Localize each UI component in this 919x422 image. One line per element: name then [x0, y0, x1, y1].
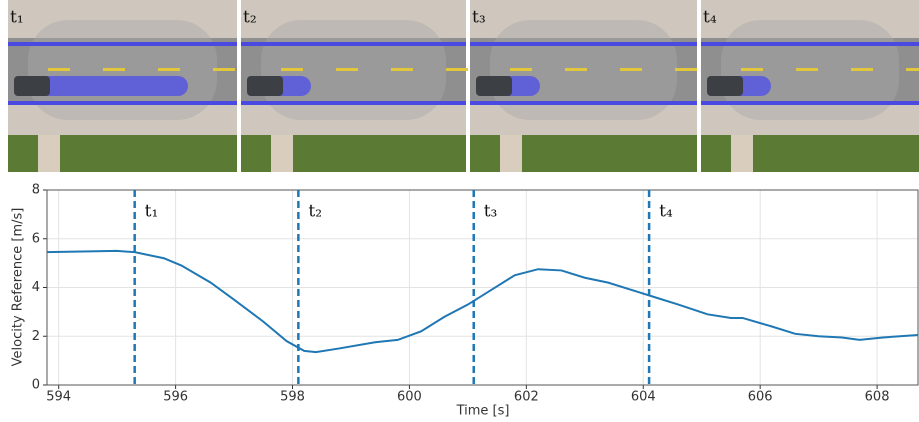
sidewalk — [38, 135, 60, 172]
x-axis-label: Time [s] — [456, 404, 510, 419]
path-bottom — [241, 101, 466, 105]
velocity-line — [46, 249, 919, 354]
x-tick-label: 596 — [163, 390, 188, 405]
lane-dash — [391, 68, 413, 71]
path-top — [701, 42, 919, 46]
event-label: t₄ — [659, 202, 673, 222]
event-label: t₃ — [484, 202, 498, 222]
y-tick-label: 6 — [32, 231, 40, 246]
ego-car — [707, 76, 743, 96]
x-tick-label: 608 — [865, 390, 890, 405]
path-bottom — [470, 101, 697, 105]
snapshot-panel: t₂ — [241, 0, 468, 172]
lane-dash — [620, 68, 642, 71]
snapshot-label: t₃ — [472, 8, 486, 28]
ego-car — [14, 76, 50, 96]
path-bottom — [8, 101, 237, 105]
path-top — [470, 42, 697, 46]
sidewalk — [731, 135, 753, 172]
x-tick-label: 604 — [631, 390, 656, 405]
lane-dash — [565, 68, 587, 71]
snapshot-panel: t₃ — [470, 0, 697, 172]
lane-dash — [103, 68, 125, 71]
event-label: t₁ — [145, 202, 159, 222]
ego-car — [247, 76, 283, 96]
snapshot-label: t₁ — [10, 8, 24, 28]
sidewalk — [271, 135, 293, 172]
snapshot-panel: t₁ — [8, 0, 237, 172]
path-top — [241, 42, 466, 46]
ego-car — [476, 76, 512, 96]
path-top — [8, 42, 237, 46]
x-tick-label: 602 — [514, 390, 539, 405]
snapshot-panel: t₄ — [701, 0, 919, 172]
lane-dash — [336, 68, 358, 71]
planned-path — [28, 76, 188, 96]
lane-dash — [906, 68, 919, 71]
lane-dash — [741, 68, 763, 71]
snapshot-label: t₄ — [703, 8, 717, 28]
lane-dash — [48, 68, 70, 71]
y-tick-label: 0 — [32, 378, 40, 393]
lane-dash — [510, 68, 532, 71]
sidewalk — [500, 135, 522, 172]
x-tick-label: 598 — [280, 390, 305, 405]
x-tick-label: 594 — [46, 390, 71, 405]
lane-dash — [446, 68, 468, 71]
lane-dash — [158, 68, 180, 71]
lane-dash — [675, 68, 697, 71]
x-tick-label: 606 — [748, 390, 773, 405]
plot-frame — [46, 189, 919, 386]
path-bottom — [701, 101, 919, 105]
y-tick-label: 8 — [32, 183, 40, 198]
y-tick-label: 2 — [32, 329, 40, 344]
lane-dash — [213, 68, 235, 71]
y-axis-label: Velocity Reference [m/s] — [11, 208, 26, 367]
x-tick-label: 600 — [397, 390, 422, 405]
lane-dash — [281, 68, 303, 71]
snapshot-label: t₂ — [243, 8, 257, 28]
lane-dash — [851, 68, 873, 71]
lane-dash — [796, 68, 818, 71]
y-tick-label: 4 — [32, 280, 40, 295]
event-label: t₂ — [308, 202, 322, 222]
